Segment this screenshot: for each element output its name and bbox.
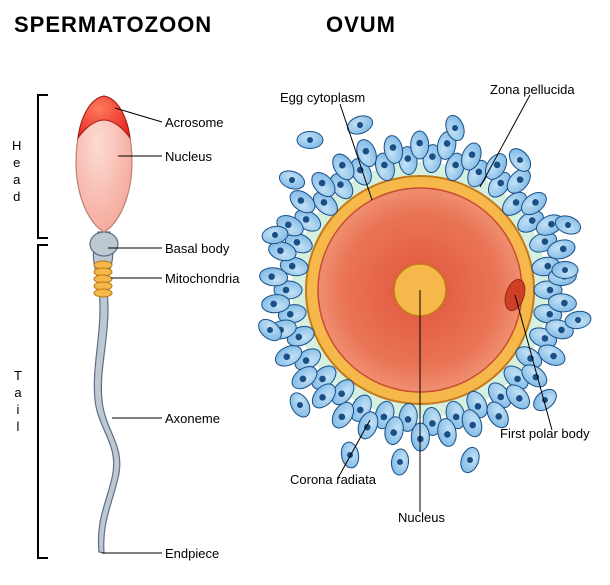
sperm-brackets bbox=[38, 95, 48, 558]
label-tail-section: Tail bbox=[14, 368, 22, 436]
label-egg-cytoplasm: Egg cytoplasm bbox=[280, 90, 365, 105]
diagram-canvas: SPERMATOZOON OVUM bbox=[0, 0, 610, 585]
label-endpiece: Endpiece bbox=[165, 546, 219, 561]
sperm-mitochondria bbox=[94, 261, 112, 297]
label-axoneme: Axoneme bbox=[165, 411, 220, 426]
label-sperm-nucleus: Nucleus bbox=[165, 149, 212, 164]
label-basal-body: Basal body bbox=[165, 241, 229, 256]
label-head-section: Head bbox=[12, 138, 21, 206]
label-first-polar-body: First polar body bbox=[500, 426, 590, 441]
label-zona-pellucida: Zona pellucida bbox=[490, 82, 575, 97]
sperm-basal bbox=[90, 232, 118, 256]
label-ovum-nucleus: Nucleus bbox=[398, 510, 445, 525]
label-acrosome: Acrosome bbox=[165, 115, 224, 130]
label-corona-radiata: Corona radiata bbox=[290, 472, 376, 487]
label-mitochondria: Mitochondria bbox=[165, 271, 239, 286]
